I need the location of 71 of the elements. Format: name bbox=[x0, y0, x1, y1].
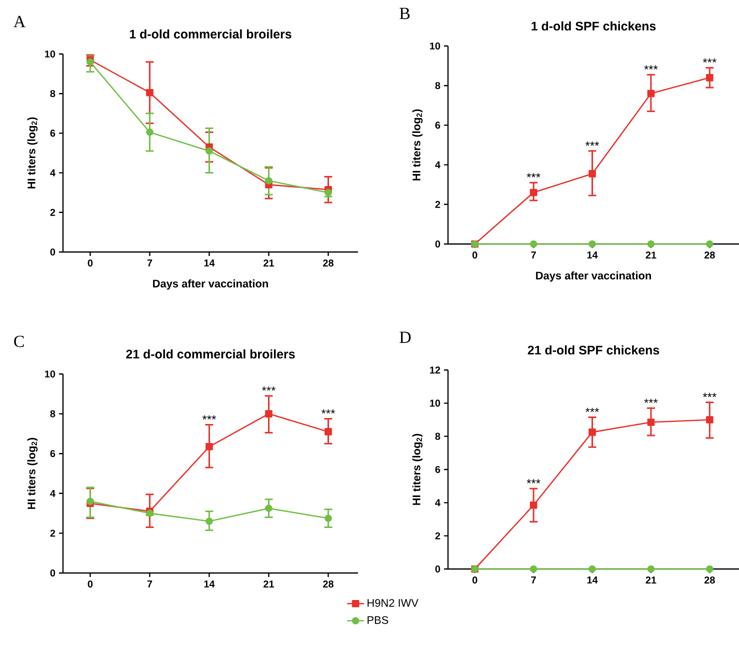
x-tick-label: 28 bbox=[323, 260, 334, 267]
x-tick-label: 28 bbox=[323, 580, 334, 588]
x-tick-label: 0 bbox=[88, 580, 93, 588]
annotation: *** bbox=[526, 173, 540, 178]
y-tick-label: 2 bbox=[435, 532, 440, 540]
annotation: *** bbox=[702, 392, 716, 398]
x-tick-label: 14 bbox=[587, 576, 598, 584]
y-tick-label: 0 bbox=[435, 240, 440, 248]
x-tick-label: 14 bbox=[204, 260, 215, 266]
chart-title: 1 d-old commercial broilers bbox=[130, 29, 292, 38]
y-axis-title: HI titers (log$_{2}$) bbox=[412, 109, 423, 180]
legend-label: PBS bbox=[368, 616, 388, 624]
y-tick-label: 10 bbox=[430, 42, 440, 50]
y-tick-label: 10 bbox=[45, 370, 56, 378]
y-tick-label: 10 bbox=[430, 400, 440, 407]
x-tick-label: 0 bbox=[472, 252, 478, 259]
x-tick-label: 21 bbox=[264, 580, 274, 588]
legend-label: H9N2 IWV bbox=[368, 599, 418, 607]
y-tick-label: 4 bbox=[435, 161, 440, 168]
annotation: *** bbox=[262, 386, 276, 391]
x-axis-title: Days after vaccination bbox=[153, 279, 268, 290]
x-tick-label: 21 bbox=[646, 252, 656, 258]
y-axis-title: HI titers (log$_{2}$) bbox=[27, 438, 38, 509]
y-tick-label: 0 bbox=[435, 565, 440, 573]
y-tick-label: 4 bbox=[50, 169, 56, 176]
x-axis-title: Days after vaccination bbox=[536, 271, 651, 282]
y-axis-title: HI titers (log$_{2}$) bbox=[412, 434, 423, 505]
y-axis-title: HI titers (log$_{2}$) bbox=[27, 117, 38, 188]
x-tick-label: 28 bbox=[704, 576, 715, 584]
y-tick-label: 12 bbox=[430, 366, 440, 374]
annotation: *** bbox=[526, 479, 540, 484]
x-tick-label: 21 bbox=[646, 576, 656, 584]
x-tick-label: 0 bbox=[88, 260, 93, 267]
y-tick-label: 6 bbox=[435, 122, 440, 129]
y-tick-label: 2 bbox=[50, 208, 56, 216]
x-tick-label: 28 bbox=[704, 252, 715, 259]
text: B bbox=[400, 8, 410, 20]
annotation: *** bbox=[321, 409, 336, 414]
x-tick-label: 0 bbox=[472, 576, 478, 584]
y-tick-label: 10 bbox=[45, 50, 56, 58]
text: C bbox=[14, 336, 24, 348]
y-tick-label: 0 bbox=[50, 569, 56, 577]
y-tick-label: 2 bbox=[435, 200, 440, 208]
chart-title: 21 d-old SPF chickens bbox=[528, 345, 660, 355]
annotation: *** bbox=[644, 398, 658, 403]
y-tick-label: 8 bbox=[50, 410, 56, 418]
x-tick-label: 7 bbox=[147, 580, 152, 588]
y-tick-label: 6 bbox=[50, 450, 56, 458]
y-tick-label: 8 bbox=[435, 82, 440, 90]
x-tick-label: 21 bbox=[264, 260, 274, 266]
annotation: *** bbox=[202, 415, 216, 420]
annotation: *** bbox=[585, 408, 600, 412]
annotation: *** bbox=[585, 142, 600, 146]
x-tick-label: 7 bbox=[531, 252, 536, 258]
annotation: *** bbox=[644, 65, 658, 70]
y-tick-label: 4 bbox=[50, 490, 56, 497]
y-tick-label: 6 bbox=[50, 130, 56, 137]
x-tick-label: 7 bbox=[147, 260, 152, 266]
text: D bbox=[400, 332, 411, 343]
y-tick-label: 4 bbox=[435, 499, 440, 506]
y-tick-label: 6 bbox=[435, 466, 440, 474]
y-tick-label: 8 bbox=[50, 90, 56, 98]
chart-title: 1 d-old SPF chickens bbox=[532, 21, 656, 30]
annotation: *** bbox=[702, 58, 716, 63]
x-tick-label: 14 bbox=[587, 252, 598, 258]
y-tick-label: 2 bbox=[50, 530, 56, 537]
x-tick-label: 7 bbox=[531, 576, 536, 584]
chart-title: 21 d-old commercial broilers bbox=[126, 349, 295, 359]
y-tick-label: 8 bbox=[435, 432, 440, 440]
text: A bbox=[14, 16, 26, 28]
x-tick-label: 14 bbox=[204, 580, 215, 588]
